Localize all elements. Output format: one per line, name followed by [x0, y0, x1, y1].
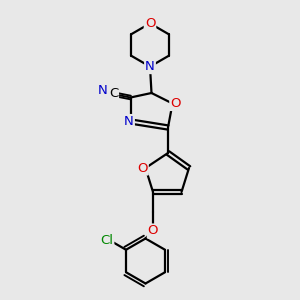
- Text: C: C: [109, 87, 118, 101]
- Text: N: N: [124, 115, 134, 128]
- Text: N: N: [98, 84, 107, 98]
- Text: O: O: [170, 97, 181, 110]
- Text: O: O: [137, 161, 148, 175]
- Text: O: O: [145, 17, 155, 30]
- Text: Cl: Cl: [100, 234, 113, 247]
- Text: N: N: [145, 60, 155, 73]
- Text: O: O: [148, 224, 158, 238]
